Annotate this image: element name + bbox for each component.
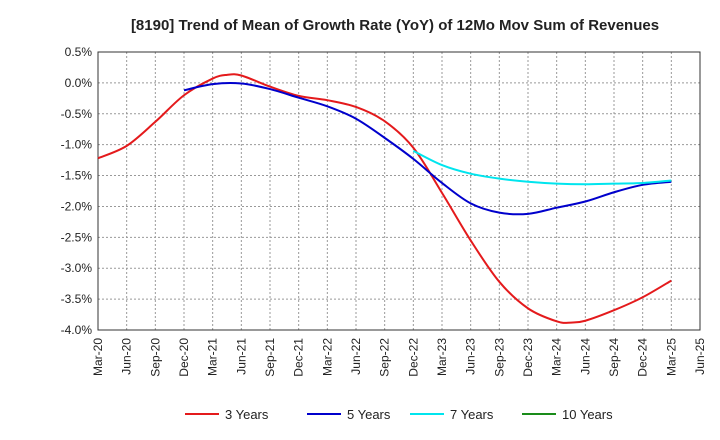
x-tick-label: Mar-23 bbox=[435, 338, 449, 376]
y-tick-label: -0.5% bbox=[61, 107, 93, 121]
x-tick-label: Mar-25 bbox=[664, 338, 678, 376]
x-tick-label: Mar-20 bbox=[91, 338, 105, 376]
legend-label: 3 Years bbox=[225, 407, 269, 422]
y-tick-label: 0.5% bbox=[65, 45, 93, 59]
series-line-5-years bbox=[183, 82, 672, 216]
x-tick-label: Dec-24 bbox=[636, 338, 650, 377]
y-tick-label: -1.0% bbox=[61, 138, 93, 152]
x-tick-label: Sep-22 bbox=[378, 338, 392, 377]
y-axis-ticks: 0.5% 0.0% -0.5% -1.0% -1.5% -2.0% -2.5% -3.0% -3… bbox=[61, 45, 93, 337]
plot-frame bbox=[97, 51, 701, 331]
x-tick-label: Jun-20 bbox=[120, 338, 134, 375]
x-tick-label: Sep-21 bbox=[263, 338, 277, 377]
x-tick-label: Dec-23 bbox=[521, 338, 535, 377]
x-tick-label: Dec-20 bbox=[177, 338, 191, 377]
x-tick-label: Jun-24 bbox=[578, 338, 592, 375]
series-line-3-years bbox=[97, 73, 672, 324]
x-tick-label: Jun-21 bbox=[234, 338, 248, 375]
series-lines bbox=[97, 73, 672, 324]
x-tick-label: Mar-22 bbox=[320, 338, 334, 376]
y-tick-label: -2.0% bbox=[61, 199, 93, 213]
y-tick-label: -3.0% bbox=[61, 261, 93, 275]
y-tick-label: -1.5% bbox=[61, 169, 93, 183]
x-axis-ticks: Mar-20 Jun-20 Sep-20 Dec-20 Mar-21 Jun-21 Sep-… bbox=[91, 338, 707, 377]
legend: 3 Years 5 Years 7 Years 10 Years bbox=[185, 407, 613, 422]
chart-title: [8190] Trend of Mean of Growth Rate (YoY… bbox=[131, 17, 659, 34]
x-tick-label: Jun-22 bbox=[349, 338, 363, 375]
x-tick-label: Mar-21 bbox=[206, 338, 220, 376]
x-tick-label: Jun-23 bbox=[464, 338, 478, 375]
x-tick-label: Sep-24 bbox=[607, 338, 621, 377]
legend-label: 5 Years bbox=[347, 407, 391, 422]
legend-label: 7 Years bbox=[450, 407, 494, 422]
x-tick-label: Sep-23 bbox=[492, 338, 506, 377]
series-line-7-years bbox=[412, 149, 672, 186]
x-tick-label: Jun-25 bbox=[693, 338, 707, 375]
y-tick-label: -3.5% bbox=[61, 292, 93, 306]
x-tick-label: Dec-22 bbox=[406, 338, 420, 377]
x-tick-label: Dec-21 bbox=[292, 338, 306, 377]
y-tick-label: 0.0% bbox=[65, 76, 93, 90]
x-tick-label: Sep-20 bbox=[148, 338, 162, 377]
y-tick-label: -2.5% bbox=[61, 230, 93, 244]
x-tick-label: Mar-24 bbox=[550, 338, 564, 376]
y-tick-label: -4.0% bbox=[61, 323, 93, 337]
legend-label: 10 Years bbox=[562, 407, 613, 422]
grid bbox=[97, 51, 701, 331]
